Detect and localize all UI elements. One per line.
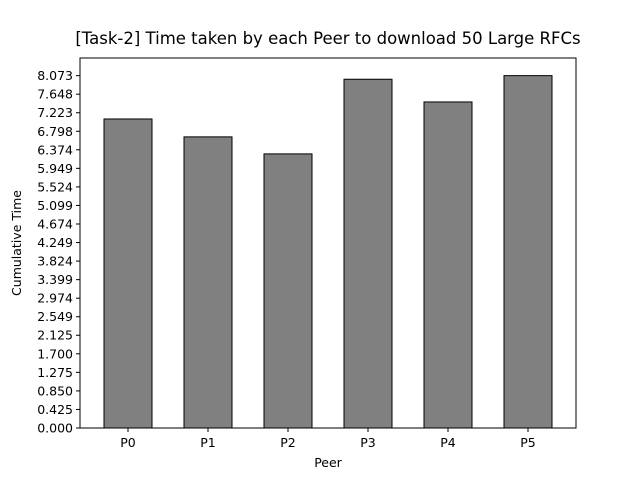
y-tick-label: 5.949 [37, 161, 73, 176]
chart-title: [Task-2] Time taken by each Peer to down… [75, 29, 580, 48]
x-tick-label: P5 [520, 435, 536, 450]
x-tick-label: P2 [280, 435, 296, 450]
bar-p3 [343, 78, 393, 429]
x-tick-label: P4 [440, 435, 456, 450]
plot-frame [79, 57, 577, 429]
y-tick-label: 6.374 [37, 142, 73, 157]
y-tick-label: 5.524 [37, 179, 73, 194]
x-tick-label: P1 [200, 435, 216, 450]
y-tick-label: 2.549 [37, 309, 73, 324]
y-tick-label: 4.674 [37, 216, 73, 231]
y-tick-label: 7.648 [37, 87, 73, 102]
bars-group [103, 75, 553, 429]
y-tick-label: 2.974 [37, 291, 73, 306]
y-axis-label: Cumulative Time [9, 190, 24, 296]
bar-p0 [103, 118, 153, 429]
y-tick-label: 1.275 [37, 365, 73, 380]
x-tick-label: P3 [360, 435, 376, 450]
x-tick-label: P0 [120, 435, 136, 450]
y-tick-label: 4.249 [37, 235, 73, 250]
bar-p4 [423, 101, 473, 429]
y-tick-label: 0.000 [37, 421, 73, 436]
bar-p2 [263, 153, 313, 429]
y-axis: 0.000 0.425 0.850 1.275 1.700 2.125 2.549 2.974… [37, 68, 80, 436]
y-tick-label: 6.798 [37, 124, 73, 139]
y-tick-label: 5.099 [37, 198, 73, 213]
y-tick-label: 2.125 [37, 328, 73, 343]
x-axis-label: Peer [314, 455, 342, 470]
bar-p1 [183, 136, 233, 429]
y-tick-label: 8.073 [37, 68, 73, 83]
y-tick-label: 0.425 [37, 402, 73, 417]
y-tick-label: 7.223 [37, 105, 73, 120]
x-axis: P0 P1 P2 P3 P4 P5 [120, 428, 536, 450]
y-tick-label: 3.399 [37, 272, 73, 287]
bar-p5 [503, 75, 553, 429]
y-tick-label: 1.700 [37, 346, 73, 361]
y-tick-label: 3.824 [37, 254, 73, 269]
y-tick-label: 0.850 [37, 383, 73, 398]
